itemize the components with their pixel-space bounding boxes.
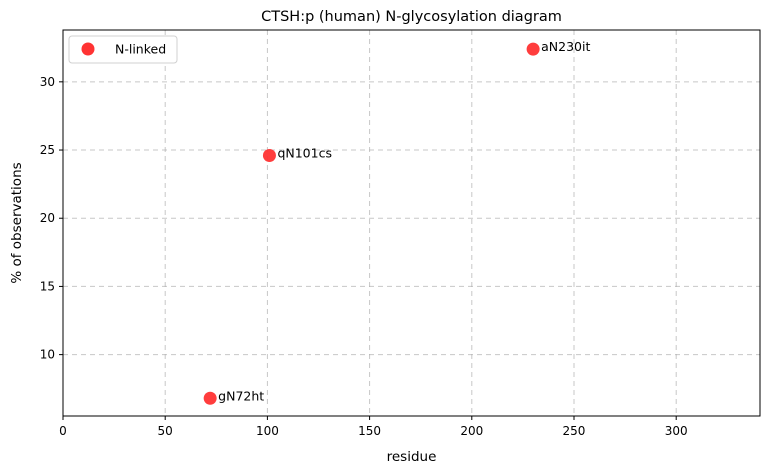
x-axis-label: residue xyxy=(387,449,437,465)
point-label: qN101cs xyxy=(277,145,332,160)
axis-ticks: 0 50 100 150 200 250 300 10 15 20 25 30 xyxy=(40,75,688,438)
x-tick-label: 100 xyxy=(256,424,279,438)
grid xyxy=(62,30,760,416)
y-axis-label: % of observations xyxy=(9,162,25,283)
legend-marker xyxy=(81,42,95,56)
legend-box xyxy=(68,35,178,64)
y-tick-label: 15 xyxy=(40,279,55,293)
legend-label: N-linked xyxy=(115,42,166,57)
x-tick-label: 250 xyxy=(563,424,586,438)
x-tick-label: 0 xyxy=(59,424,67,438)
point-label: aN230it xyxy=(541,39,590,54)
y-tick-label: 25 xyxy=(40,143,55,157)
x-tick-label: 50 xyxy=(158,424,173,438)
y-tick-label: 10 xyxy=(40,348,55,362)
data-point xyxy=(526,42,540,56)
plot-frame xyxy=(62,29,761,417)
y-tick-label: 20 xyxy=(40,211,55,225)
x-tick-label: 150 xyxy=(358,424,381,438)
x-tick-label: 200 xyxy=(460,424,483,438)
x-tick-label: 300 xyxy=(665,424,688,438)
chart-title: CTSH:p (human) N-glycosylation diagram xyxy=(261,9,562,25)
data-point xyxy=(203,391,217,405)
y-tick-label: 30 xyxy=(40,75,55,89)
point-label: gN72ht xyxy=(218,388,264,403)
data-points: gN72ht qN101cs aN230it xyxy=(203,39,590,405)
data-point xyxy=(262,148,276,162)
legend: N-linked xyxy=(68,35,178,64)
